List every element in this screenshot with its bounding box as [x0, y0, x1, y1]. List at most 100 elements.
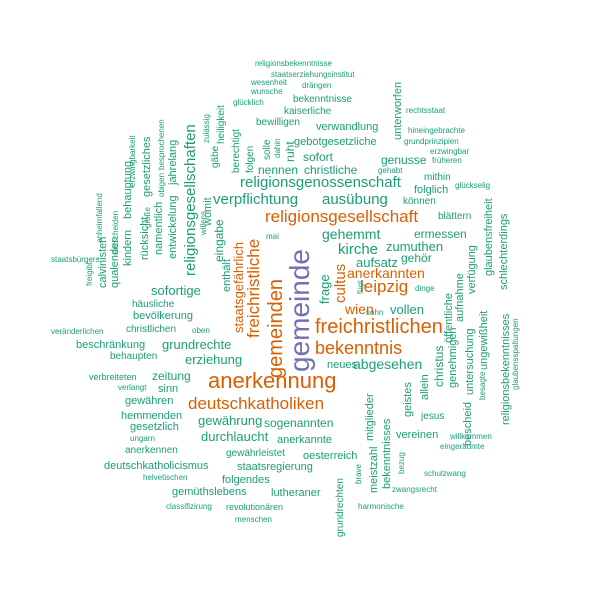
word: zeitung: [152, 369, 191, 383]
word: qualenden: [109, 236, 121, 288]
word: willens: [199, 210, 208, 235]
word: neues: [327, 359, 357, 371]
word: früheren: [432, 156, 462, 165]
word: cultus: [332, 263, 349, 303]
word: erziehung: [185, 352, 243, 367]
word: zulässig: [202, 114, 211, 143]
word: leipzig: [360, 277, 409, 296]
word: ruht: [283, 141, 297, 162]
word: brave: [354, 463, 363, 484]
word: gewährleistet: [226, 448, 285, 459]
word: harmonische: [358, 502, 404, 511]
word: blättern: [438, 211, 472, 222]
word: hemmenden: [121, 410, 183, 422]
word: gehabt: [378, 166, 403, 175]
word: bekenntnisses: [381, 418, 393, 489]
word: christliche: [304, 163, 358, 177]
word: oesterreich: [303, 450, 358, 462]
word: staatserziehungsinstitut: [271, 70, 355, 79]
word: ausübung: [322, 191, 388, 208]
word: vereinen: [396, 429, 439, 441]
word: meistzahl: [368, 446, 380, 493]
word: gesetzliches: [141, 136, 153, 197]
word: christus: [432, 345, 446, 387]
word: heiligkeit: [216, 105, 227, 144]
word: erzwingbar: [430, 147, 470, 156]
word: beschränkung: [76, 339, 146, 351]
word: freigibt: [85, 261, 94, 286]
word: willkommen: [450, 432, 492, 441]
word: glaubensspaltungen: [511, 318, 520, 390]
word: bescheid: [462, 401, 474, 446]
word: gewähren: [125, 395, 174, 407]
word: behaupten: [110, 351, 158, 362]
word: durchlaucht: [201, 429, 269, 444]
word: besagte: [478, 371, 487, 400]
word: classifizirung: [166, 502, 212, 511]
word: anerkannten: [347, 265, 425, 281]
word: eingabe: [212, 219, 226, 262]
word: verpflichtung: [213, 191, 299, 208]
word: behauptung: [122, 160, 134, 219]
word: gehör: [401, 251, 432, 265]
word: untersuchung: [464, 328, 476, 395]
word: bewilligen: [256, 117, 300, 128]
word: bevölkerung: [133, 310, 193, 322]
word: rechtsstaat: [406, 106, 446, 115]
word: deutschkatholicismus: [104, 460, 209, 472]
word: sofortige: [151, 283, 201, 298]
word: anheimfallend: [95, 193, 104, 243]
word: jesus: [421, 411, 445, 422]
word: wien: [345, 301, 374, 317]
word: mithin: [424, 172, 451, 183]
word: gewährung: [198, 413, 263, 428]
word: wesenheit: [251, 78, 288, 87]
word: sohn: [366, 308, 384, 317]
word: schlechterdings: [498, 213, 510, 290]
word: enthält: [221, 258, 233, 292]
word: verlangt: [118, 383, 147, 392]
word: freichristlichen: [315, 316, 443, 338]
word: grundrechten: [335, 478, 346, 537]
word: geistes: [402, 382, 414, 417]
word: verfügung: [466, 245, 478, 294]
word: hineingebrachte: [408, 126, 465, 135]
word: gemeinden: [265, 279, 287, 378]
word: religionsgesellschaften: [182, 124, 199, 276]
word: unterworfen: [392, 81, 404, 140]
word: gemüthslebens: [172, 486, 247, 498]
word: menschen: [235, 515, 272, 524]
word: calvinisten: [97, 236, 109, 288]
word: sofort: [303, 150, 334, 164]
word: zwangsrecht: [392, 485, 437, 494]
word: revolutionären: [226, 502, 284, 512]
word: christlichen: [126, 324, 177, 335]
word: anerkannte: [277, 434, 333, 446]
word: grundrechte: [162, 337, 232, 352]
word: drängen: [302, 81, 332, 90]
word: glaubensfreiheit: [483, 198, 495, 276]
word: religionsgesellschaft: [265, 207, 419, 226]
word: dahin: [273, 138, 282, 158]
word: bekenntnisse: [293, 94, 352, 105]
word: zumuthen: [386, 239, 444, 254]
word: gäbe: [210, 145, 221, 168]
word: mitglieder: [364, 393, 376, 441]
word: folgendes: [222, 474, 270, 486]
word: wunsche: [251, 87, 283, 96]
word: obigen: [157, 172, 166, 197]
word: allein: [419, 374, 431, 400]
word: ungewißheit: [478, 310, 490, 370]
word: kirche: [338, 241, 379, 258]
word: kaiserliche: [284, 106, 332, 117]
word: nennen: [258, 163, 299, 177]
word: bekenntnis: [315, 338, 403, 358]
word: frage: [317, 274, 332, 304]
word: dinge: [415, 284, 435, 293]
word: namentlich: [153, 201, 165, 255]
word: häusliche: [132, 299, 175, 310]
word: oben: [192, 326, 210, 335]
word: schulzwang: [424, 469, 466, 478]
word: gebotgesetzliche: [294, 136, 377, 148]
